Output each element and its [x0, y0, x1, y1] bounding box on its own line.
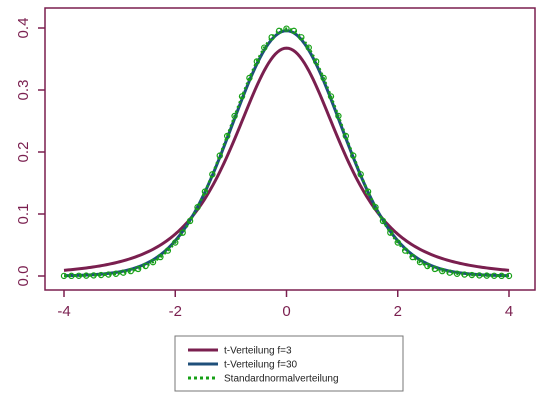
y-tick-label: 0.3 [15, 80, 32, 101]
normal-marker [149, 258, 157, 266]
normal-marker [194, 204, 201, 211]
normal-marker [105, 271, 112, 278]
normal-marker [409, 253, 416, 261]
series-t3-line [63, 46, 510, 272]
normal-marker [142, 262, 149, 270]
normal-marker [201, 188, 209, 195]
normal-marker [394, 239, 401, 246]
series-t30-line [63, 29, 510, 278]
normal-marker [446, 269, 453, 276]
normal-marker [275, 27, 283, 35]
x-axis: -4 -2 0 2 4 [57, 290, 513, 320]
normal-marker [246, 74, 253, 82]
normal-marker [468, 271, 476, 279]
normal-marker [387, 229, 394, 236]
normal-marker [261, 44, 268, 51]
normal-marker [157, 253, 164, 261]
normal-marker [431, 265, 439, 273]
normal-marker [372, 204, 379, 211]
normal-marker [350, 152, 357, 159]
normal-marker [498, 272, 505, 280]
normal-marker [97, 271, 105, 279]
normal-marker [327, 93, 335, 100]
normal-marker [379, 217, 387, 225]
normal-marker [461, 271, 468, 278]
normal-marker [172, 239, 179, 246]
normal-marker [335, 112, 342, 120]
x-tick-label: 0 [282, 303, 290, 320]
normal-marker [342, 132, 350, 140]
x-tick-label: 2 [394, 303, 402, 320]
normal-marker [453, 270, 461, 277]
normal-marker [90, 272, 97, 279]
normal-marker [312, 58, 320, 65]
y-tick-label: 0.0 [15, 266, 32, 287]
legend-label: t-Verteilung f=3 [224, 346, 292, 357]
normal-marker [476, 272, 483, 279]
legend-label: t-Verteilung f=30 [224, 360, 298, 371]
plot-frame [44, 7, 536, 291]
y-tick-label: 0.2 [15, 142, 32, 163]
normal-marker [505, 272, 513, 280]
normal-marker [223, 132, 231, 140]
normal-marker [60, 272, 68, 280]
normal-marker [179, 229, 186, 236]
normal-marker [439, 267, 446, 275]
normal-marker [320, 74, 327, 82]
normal-marker [216, 152, 223, 159]
legend: t-Verteilung f=3 t-Verteilung f=30 Standar… [174, 335, 404, 392]
normal-marker [238, 93, 246, 100]
normal-marker [483, 272, 490, 279]
y-tick-label: 0.4 [15, 18, 32, 39]
normal-marker [424, 262, 431, 270]
normal-marker [290, 27, 298, 35]
normal-marker [127, 267, 134, 275]
normal-marker [120, 269, 127, 276]
normal-marker [357, 171, 364, 178]
normal-marker [68, 272, 75, 280]
normal-marker [416, 258, 424, 266]
x-tick-label: -4 [57, 303, 70, 320]
series-normal-line [63, 27, 510, 278]
normal-marker [401, 247, 409, 254]
normal-marker [83, 272, 90, 279]
normal-marker [231, 112, 238, 120]
normal-marker [305, 44, 312, 51]
y-tick-label: 0.1 [15, 204, 32, 225]
x-tick-label: -2 [169, 303, 182, 320]
normal-marker [253, 58, 261, 65]
x-tick-label: 4 [505, 303, 513, 320]
normal-marker [268, 34, 275, 41]
normal-marker [209, 171, 216, 178]
y-axis: 0.0 0.1 0.2 0.3 0.4 [15, 18, 45, 287]
normal-marker [490, 272, 498, 279]
normal-marker [134, 265, 142, 273]
legend-label: Standardnormalverteilung [224, 374, 339, 385]
normal-marker [298, 34, 305, 41]
normal-marker [186, 217, 194, 225]
normal-marker [75, 272, 83, 279]
series-layer [60, 25, 513, 280]
normal-marker [283, 25, 290, 32]
normal-marker [164, 247, 172, 254]
normal-marker [112, 270, 120, 277]
normal-marker [364, 188, 372, 195]
